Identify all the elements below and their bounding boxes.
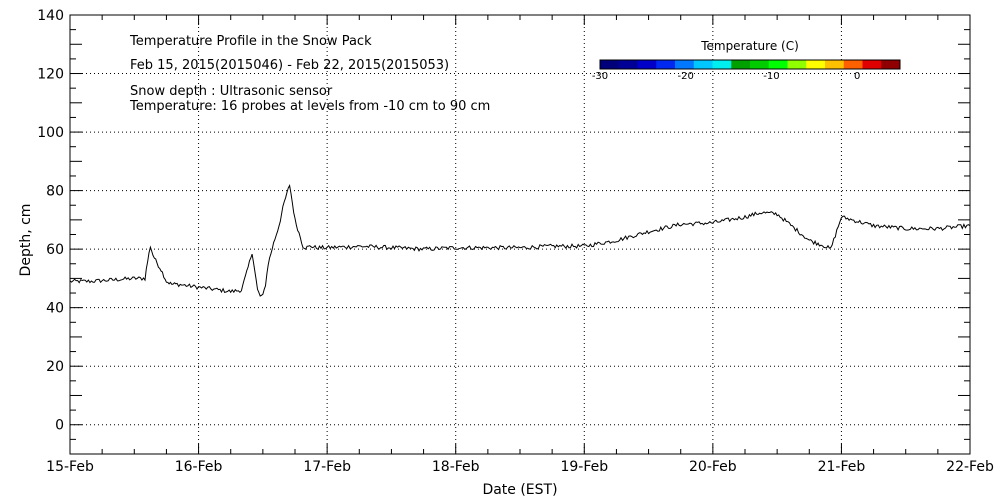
x-tick-label: 17-Feb [303,459,351,475]
colorbar-swatch [881,60,901,69]
grid [70,15,970,454]
colorbar-swatch [637,60,657,69]
colorbar-title: Temperature (C) [700,39,799,53]
colorbar-swatch [806,60,826,69]
chart-title: Temperature Profile in the Snow Pack [129,34,372,49]
x-tick-labels: 15-Feb 16-Feb 17-Feb 18-Feb 19-Feb 20-Feb 21-F… [46,459,994,475]
axis-ticks [69,14,971,455]
y-tick-label: 0 [55,418,64,434]
colorbar-tick-label: 0 [854,71,860,82]
y-tick-label: 80 [46,184,64,200]
chart-subtitle: Feb 15, 2015(2015046) - Feb 22, 2015(201… [130,58,449,73]
y-tick-label: 20 [46,359,64,375]
x-tick-label: 22-Feb [946,459,994,475]
x-tick-label: 18-Feb [432,459,480,475]
colorbar-frame [599,59,901,70]
x-tick-label: 21-Feb [818,459,866,475]
colorbar-tick-label: -10 [763,71,779,82]
colorbar-swatch [600,60,620,69]
colorbar-swatch [862,60,882,69]
colorbar-swatch [656,60,676,69]
colorbar-swatch [825,60,845,69]
y-tick-label: 100 [37,125,64,141]
y-tick-label: 40 [46,301,64,317]
x-tick-label: 19-Feb [560,459,608,475]
y-tick-label: 60 [46,242,64,258]
colorbar-swatch [712,60,732,69]
sensor-note: Snow depth : Ultrasonic sensor [130,84,333,99]
y-tick-label: 120 [37,67,64,83]
x-tick-label: 15-Feb [46,459,94,475]
plot-frame [69,14,971,455]
probe-note: Temperature: 16 probes at levels from -1… [129,99,490,114]
colorbar-swatch [731,60,751,69]
x-tick-label: 16-Feb [175,459,223,475]
snow-depth-line [69,183,971,297]
colorbar-tick-label: -30 [592,71,608,82]
y-tick-labels: 0 20 40 60 80 100 120 140 [37,8,64,434]
colorbar-tick-labels: -30 -20 -10 0 [592,71,861,82]
series [69,183,971,297]
x-tick-label: 20-Feb [689,459,737,475]
y-axis-title: Depth, cm [18,204,34,277]
y-tick-label: 140 [37,8,64,24]
colorbar-swatch [750,60,770,69]
colorbar-swatch [675,60,695,69]
temperature-colorbar [599,59,901,70]
colorbar-tick-label: -20 [678,71,694,82]
colorbar-swatch [787,60,807,69]
colorbar-swatch [768,60,788,69]
colorbar-swatch [843,60,863,69]
x-axis-title: Date (EST) [482,482,557,498]
colorbar-swatch [693,60,713,69]
colorbar-swatch [618,60,638,69]
